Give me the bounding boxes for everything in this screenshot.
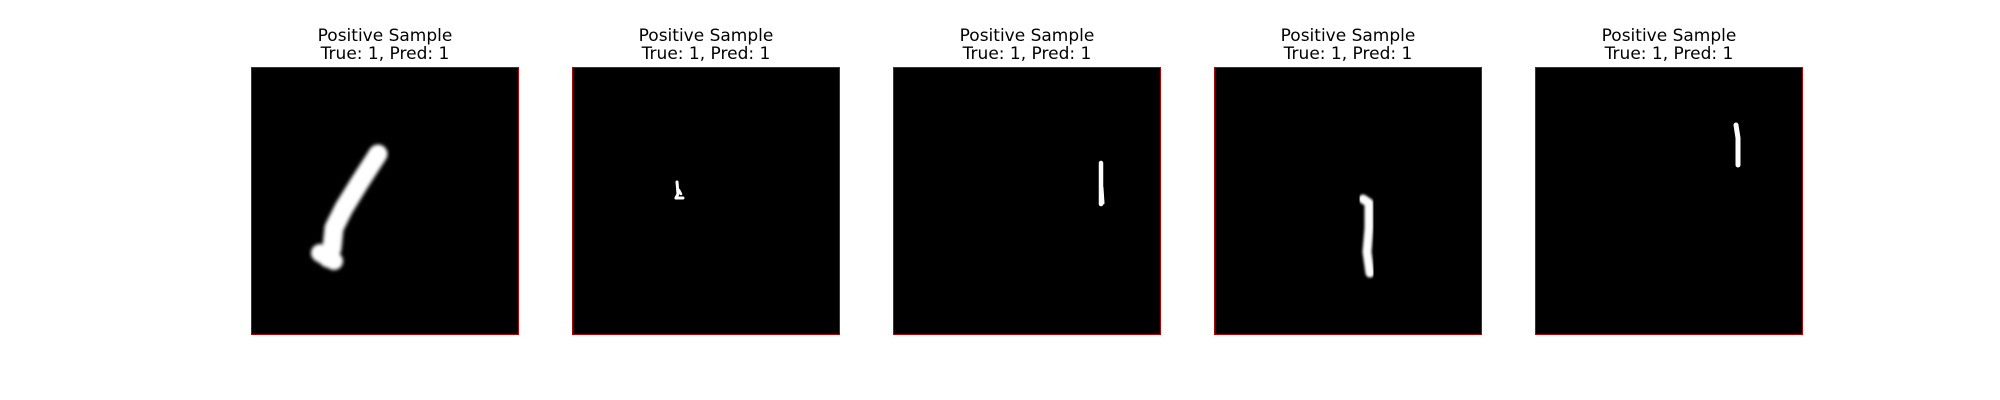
panel-subtitle-line: True: 1, Pred: 1 [1283,44,1413,64]
digit-one-stroke [1733,122,1741,168]
panel-title-line: Positive Sample [638,26,774,46]
panel-title-line: Positive Sample [1280,26,1416,46]
sample-panel-2: Positive Sample True: 1, Pred: 1 [572,0,840,400]
panel-title: Positive Sample True: 1, Pred: 1 [532,27,880,63]
digit-image [251,67,519,335]
digit-one-stroke [1358,194,1375,278]
digit-image [572,67,840,335]
panel-title: Positive Sample True: 1, Pred: 1 [211,27,559,63]
panel-title: Positive Sample True: 1, Pred: 1 [1174,27,1522,63]
digit-one-stroke [311,144,388,270]
panel-title: Positive Sample True: 1, Pred: 1 [853,27,1201,63]
panel-title-line: Positive Sample [317,26,453,46]
panel-subtitle-line: True: 1, Pred: 1 [641,44,771,64]
digit-image [1535,67,1803,335]
panel-title-line: Positive Sample [959,26,1095,46]
panel-title: Positive Sample True: 1, Pred: 1 [1495,27,1843,63]
panel-subtitle-line: True: 1, Pred: 1 [320,44,450,64]
panel-subtitle-line: True: 1, Pred: 1 [962,44,1092,64]
sample-panel-1: Positive Sample True: 1, Pred: 1 [251,0,519,400]
digit-one-stroke [1098,160,1105,207]
panel-subtitle-line: True: 1, Pred: 1 [1604,44,1734,64]
sample-panel-4: Positive Sample True: 1, Pred: 1 [1214,0,1482,400]
digit-image [1214,67,1482,335]
sample-panel-5: Positive Sample True: 1, Pred: 1 [1535,0,1803,400]
panel-title-line: Positive Sample [1601,26,1737,46]
digit-image [893,67,1161,335]
sample-panel-3: Positive Sample True: 1, Pred: 1 [893,0,1161,400]
digit-one-stroke [674,180,685,200]
